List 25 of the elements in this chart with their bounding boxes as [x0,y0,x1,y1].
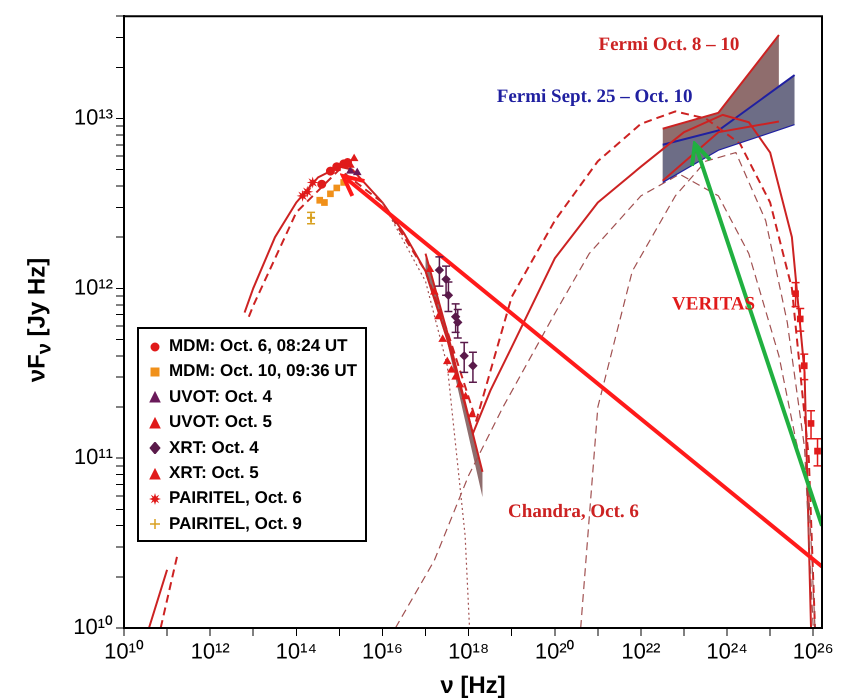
x-tick-label: 10¹⁸ [448,638,490,664]
y-tick-label: 10¹² [74,274,113,300]
x-axis-title: ν [Hz] [440,672,506,699]
y-tick-label: 10¹⁰ [73,614,113,640]
legend-label: MDM: Oct. 10, 09:36 UT [169,361,357,380]
legend-label: UVOT: Oct. 5 [169,412,272,432]
legend-label: MDM: Oct. 6, 08:24 UT [169,336,348,355]
y-tick-label: 10¹³ [74,104,113,130]
x-tick-label: 10¹⁰ [104,638,144,664]
legend-label: UVOT: Oct. 4 [169,386,272,406]
legend-label: XRT: Oct. 4 [169,438,259,457]
legend-label: PAIRITEL, Oct. 9 [169,514,302,533]
x-tick-label: 10²⁴ [706,638,748,664]
x-tick-label: 10¹⁴ [276,638,317,664]
series-label: Fermi Oct. 8 – 10 [598,34,740,55]
x-tick-label: 10²⁰ [534,638,575,664]
x-tick-label: 10²⁶ [792,638,834,664]
series-label: Fermi Sept. 25 – Oct. 10 [496,86,692,108]
legend-label: PAIRITEL, Oct. 6 [169,488,302,508]
text: Chandra, Oct. 6 [508,500,639,522]
x-tick-label: 10²² [621,638,660,664]
x-tick-label: 10¹² [190,638,230,664]
legend-label: XRT: Oct. 5 [169,463,259,482]
x-tick-label: 10¹⁶ [362,638,403,664]
y-tick-label: 10¹¹ [74,444,113,470]
